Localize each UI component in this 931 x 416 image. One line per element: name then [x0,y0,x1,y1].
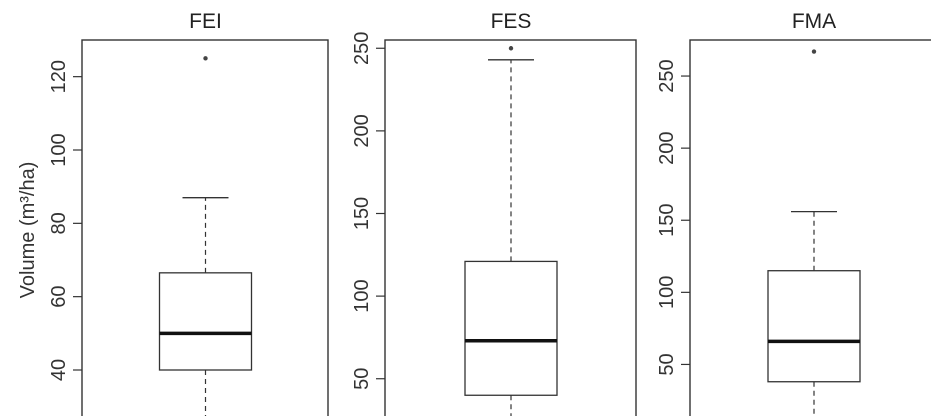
y-tick-label: 250 [656,59,678,92]
y-tick-label: 50 [351,368,373,390]
y-tick-label: 100 [48,133,70,166]
y-tick-label: 250 [351,32,373,65]
panel-frame [81,39,329,416]
outlier-point [203,56,208,61]
y-tick-label: 100 [656,276,678,309]
panel-title: FEI [189,10,222,33]
y-tick-label: 200 [351,114,373,147]
panel-fes: FES 50 100 150 200 250 [351,10,637,416]
y-tick-label: 60 [48,286,70,308]
y-tick-label: 200 [656,131,678,164]
y-tick-label: 40 [48,359,70,381]
panels: FEI 40 60 80 100 120 FES 50 100 150 200 250 FMA 50 100… [48,10,931,416]
outlier-point [508,46,514,51]
y-axis-label: Volume (m³/ha) [17,162,39,299]
panel-frame [384,39,637,416]
panel-fei: FEI 40 60 80 100 120 [48,10,329,416]
y-tick-label: 80 [48,212,70,234]
iqr-box [767,270,861,383]
panel-title: FMA [792,10,836,33]
panel-frame [689,39,931,416]
y-tick-label: 120 [48,60,70,93]
y-tick-label: 150 [656,204,678,237]
y-tick-label: 50 [656,353,678,375]
panel-fma: FMA 50 100 150 200 250 [656,10,931,416]
iqr-box [464,260,558,396]
y-tick-label: 150 [351,197,373,230]
y-tick-label: 100 [351,279,373,312]
panel-title: FES [491,10,532,33]
outlier-point [811,49,817,54]
iqr-box [158,272,253,371]
